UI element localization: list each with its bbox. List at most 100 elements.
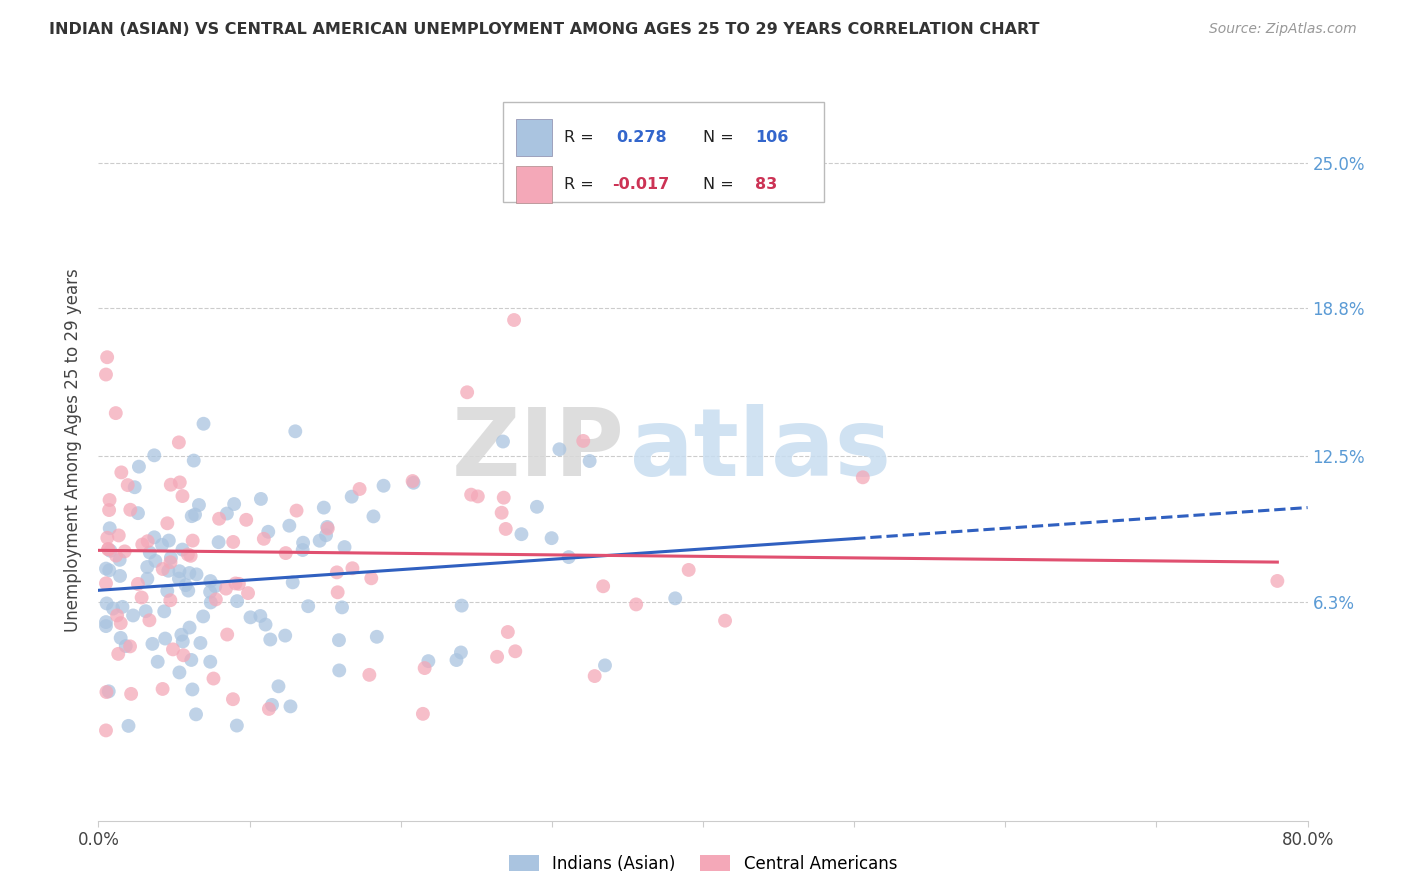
Point xyxy=(253,532,276,546)
Point xyxy=(120,502,142,516)
Point xyxy=(360,571,382,585)
Point xyxy=(285,503,308,517)
Point xyxy=(456,385,478,400)
Point xyxy=(131,537,153,551)
Point xyxy=(118,640,141,654)
Point xyxy=(145,554,167,568)
Point xyxy=(678,563,700,577)
Point xyxy=(136,572,159,586)
Text: N =: N = xyxy=(703,177,740,192)
Point xyxy=(467,490,489,504)
Text: 106: 106 xyxy=(755,130,789,145)
Point xyxy=(291,543,314,558)
Point xyxy=(198,585,221,599)
Point xyxy=(202,672,225,686)
Point xyxy=(146,655,169,669)
Point xyxy=(157,533,180,548)
Point xyxy=(167,572,190,586)
Point xyxy=(184,508,207,522)
Point xyxy=(215,582,238,596)
Point xyxy=(312,500,335,515)
Point xyxy=(120,687,142,701)
Point xyxy=(446,653,468,667)
Point xyxy=(96,531,118,545)
Point xyxy=(153,632,176,646)
Point xyxy=(491,506,513,520)
Point xyxy=(315,528,337,542)
Point xyxy=(152,681,174,696)
Point xyxy=(179,566,201,580)
Point xyxy=(156,583,179,598)
Point xyxy=(412,706,434,721)
Point xyxy=(217,627,239,641)
Point xyxy=(188,498,211,512)
Point xyxy=(143,530,166,544)
Point xyxy=(157,564,180,578)
Point xyxy=(340,490,363,504)
Text: Source: ZipAtlas.com: Source: ZipAtlas.com xyxy=(1209,22,1357,37)
Point xyxy=(100,543,122,558)
Point xyxy=(496,625,519,640)
Point xyxy=(609,179,631,194)
Point xyxy=(162,642,184,657)
FancyBboxPatch shape xyxy=(503,103,824,202)
Point xyxy=(284,425,307,439)
Point xyxy=(593,658,616,673)
Point xyxy=(274,546,297,560)
Point xyxy=(460,488,482,502)
Point xyxy=(97,542,120,557)
Point xyxy=(260,698,283,712)
Point xyxy=(180,549,202,563)
Point xyxy=(107,528,129,542)
Point xyxy=(349,482,371,496)
Point xyxy=(101,601,124,615)
Point xyxy=(342,561,364,575)
Point xyxy=(152,562,174,576)
Legend: Indians (Asian), Central Americans: Indians (Asian), Central Americans xyxy=(502,848,904,880)
Point xyxy=(136,534,159,549)
Point xyxy=(330,600,353,615)
Point xyxy=(107,647,129,661)
Point xyxy=(503,644,526,658)
Point xyxy=(170,628,193,642)
Point xyxy=(572,434,595,448)
Point xyxy=(98,563,121,577)
Text: INDIAN (ASIAN) VS CENTRAL AMERICAN UNEMPLOYMENT AMONG AGES 25 TO 29 YEARS CORREL: INDIAN (ASIAN) VS CENTRAL AMERICAN UNEMP… xyxy=(49,22,1039,37)
Point xyxy=(548,442,571,457)
Point xyxy=(308,533,330,548)
Point xyxy=(316,521,339,535)
Point xyxy=(257,702,280,716)
Point xyxy=(624,598,647,612)
Point xyxy=(236,586,259,600)
Point xyxy=(96,685,118,699)
Point xyxy=(122,608,145,623)
Point xyxy=(578,454,600,468)
Point xyxy=(183,453,205,467)
Point xyxy=(592,579,614,593)
Point xyxy=(526,500,548,514)
Point xyxy=(486,649,509,664)
Point xyxy=(413,661,436,675)
Point xyxy=(205,592,228,607)
Point xyxy=(172,648,194,663)
Point xyxy=(160,550,183,565)
Point xyxy=(179,621,201,635)
Point xyxy=(110,616,132,631)
Point xyxy=(333,540,356,554)
Point xyxy=(366,630,388,644)
Point xyxy=(138,613,160,627)
Point xyxy=(254,617,277,632)
Point xyxy=(215,507,238,521)
Point xyxy=(98,521,121,535)
Point xyxy=(274,629,297,643)
Point xyxy=(94,576,117,591)
Point xyxy=(156,516,179,531)
Point xyxy=(1267,574,1289,588)
Point xyxy=(108,569,131,583)
Point xyxy=(292,535,315,549)
Point xyxy=(401,474,423,488)
Point xyxy=(557,550,579,565)
Point xyxy=(108,553,131,567)
FancyBboxPatch shape xyxy=(516,119,551,156)
Point xyxy=(110,631,132,645)
